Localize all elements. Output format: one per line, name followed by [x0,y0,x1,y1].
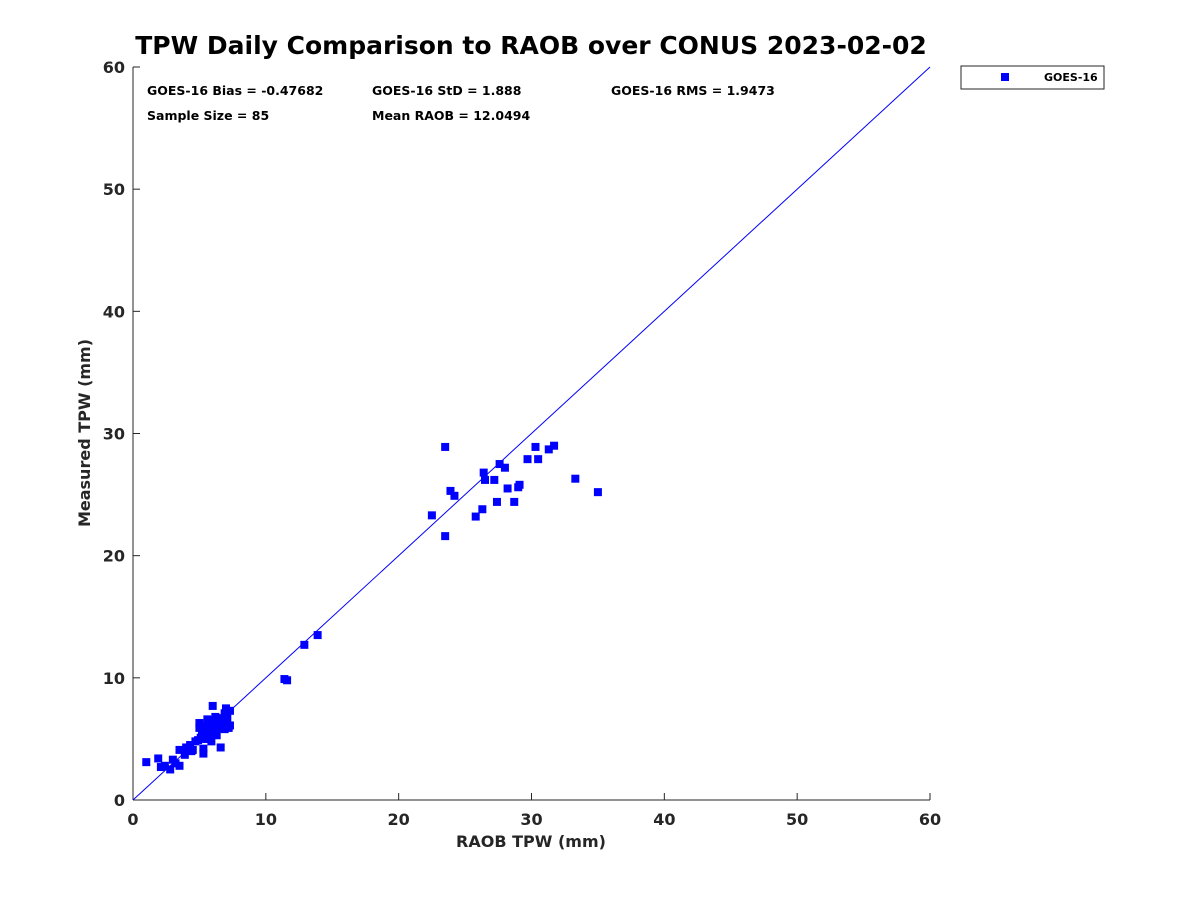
data-point [180,750,189,759]
data-point [199,749,208,758]
data-point [175,761,184,770]
data-point [220,720,229,729]
data-point [313,631,322,640]
legend: GOES-16 [960,65,1105,90]
data-point [225,706,234,715]
stat-mean-raob: Mean RAOB = 12.0494 [372,108,530,123]
data-point [198,730,207,739]
data-point [283,676,292,685]
y-tick-label: 60 [103,58,125,77]
y-tick-label: 30 [103,425,125,444]
data-point [195,723,204,732]
data-point [471,512,480,521]
data-point [500,463,509,472]
data-point [204,732,213,741]
data-point [215,715,224,724]
data-point [478,505,487,514]
data-point [216,743,225,752]
x-tick-label: 60 [919,810,941,829]
data-point [593,488,602,497]
data-point [166,765,175,774]
data-point [223,714,232,723]
stat-std: GOES-16 StD = 1.888 [372,83,521,98]
legend-marker [1001,73,1009,81]
data-points [142,441,602,774]
data-point [571,474,580,483]
data-point [142,758,151,767]
x-tick-label: 10 [255,810,277,829]
data-point [446,486,455,495]
data-point [544,445,553,454]
stats-annotations: GOES-16 Bias = -0.47682 GOES-16 StD = 1.… [147,83,775,123]
identity-reference-line [132,66,931,801]
legend-label: GOES-16 [1044,71,1098,84]
stat-bias: GOES-16 Bias = -0.47682 [147,83,323,98]
data-point [427,511,436,520]
data-point [212,731,221,740]
data-point [515,480,524,489]
data-point [154,754,163,763]
data-point [503,484,512,493]
chart-title: TPW Daily Comparison to RAOB over CONUS … [135,31,927,60]
data-point [441,532,450,541]
y-tick-label: 40 [103,302,125,321]
data-point [175,745,184,754]
plot-area: 0 10 20 30 40 50 60 0 10 20 30 40 50 60 [103,58,941,829]
y-ticks: 0 10 20 30 40 50 60 [103,58,140,810]
data-point [220,709,229,718]
data-point [195,719,204,728]
x-tick-label: 50 [786,810,808,829]
data-point [208,701,217,710]
data-point [481,475,490,484]
data-point [300,640,309,649]
x-tick-label: 0 [127,810,138,829]
y-tick-label: 50 [103,180,125,199]
data-point [510,497,519,506]
y-tick-label: 20 [103,547,125,566]
data-point [450,491,459,500]
data-point [479,468,488,477]
data-point [531,442,540,451]
data-point [210,722,219,731]
stat-rms: GOES-16 RMS = 1.9473 [611,83,775,98]
legend-box [960,65,1105,90]
x-tick-label: 40 [653,810,675,829]
data-point [194,736,203,745]
x-tick-label: 20 [388,810,410,829]
y-axis-label: Measured TPW (mm) [75,339,94,527]
data-point [490,475,499,484]
x-axis-label: RAOB TPW (mm) [456,832,606,851]
data-point [534,455,543,464]
stat-sample-size: Sample Size = 85 [147,108,269,123]
x-tick-label: 30 [520,810,542,829]
data-point [550,441,559,450]
y-tick-label: 10 [103,669,125,688]
data-point [495,460,504,469]
x-ticks: 0 10 20 30 40 50 60 [127,793,941,829]
data-point [207,737,216,746]
data-point [225,721,234,730]
y-tick-label: 0 [114,791,125,810]
data-point [187,747,196,756]
data-point [523,455,532,464]
data-point [199,744,208,753]
data-point [441,442,450,451]
data-point [492,497,501,506]
data-point [203,715,212,724]
data-point [160,761,169,770]
data-point [186,741,195,750]
